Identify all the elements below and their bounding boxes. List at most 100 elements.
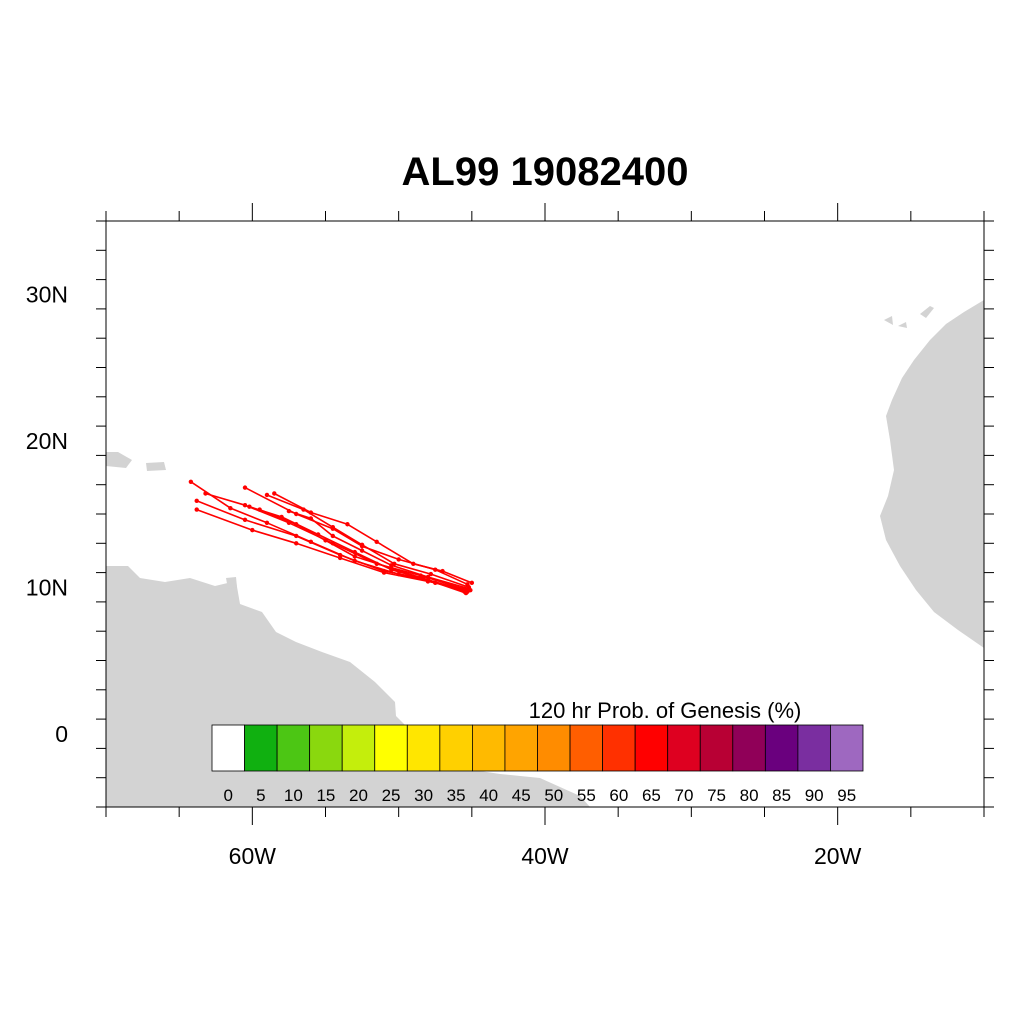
colorbar-label: 45 — [512, 786, 531, 805]
storm-track — [190, 481, 468, 593]
track-layer — [188, 479, 475, 596]
track-point — [272, 491, 277, 496]
colorbar-label: 55 — [577, 786, 596, 805]
colorbar-swatch — [797, 724, 831, 772]
colorbar-swatch — [276, 724, 311, 772]
colorbar-swatch — [764, 724, 799, 772]
colorbar-label: 80 — [740, 786, 759, 805]
track-point — [294, 533, 299, 539]
colorbar-swatch — [537, 724, 571, 772]
track-point — [323, 538, 328, 543]
track-point — [462, 589, 467, 594]
africa-land — [880, 300, 984, 648]
track-point — [257, 507, 262, 512]
colorbar: 120 hr Prob. of Genesis (%) 0 5 10 15 20 25 30… — [211, 698, 864, 805]
colorbar-label: 15 — [316, 786, 335, 805]
track-point — [337, 555, 343, 561]
storm-track — [266, 494, 470, 589]
colorbar-swatch — [309, 724, 343, 772]
track-point — [308, 510, 314, 515]
track-point — [359, 548, 365, 553]
colorbar-swatch — [341, 724, 376, 772]
track-point — [194, 507, 199, 512]
colorbar-label: 75 — [707, 786, 726, 805]
colorbar-label: 85 — [772, 786, 791, 805]
colorbar-label: 95 — [837, 786, 856, 805]
lon-tick-label: 20W — [814, 843, 862, 869]
track-point — [352, 554, 357, 559]
track-point — [389, 563, 394, 568]
track-point — [264, 492, 270, 498]
colorbar-label: 35 — [447, 786, 466, 805]
colorbar-swatch — [406, 724, 441, 772]
colorbar-label: 90 — [805, 786, 824, 805]
lon-tick-label: 60W — [229, 843, 277, 869]
track-point — [242, 517, 248, 523]
colorbar-swatch — [732, 724, 766, 772]
track-point — [345, 522, 350, 527]
colorbar-swatch — [211, 724, 245, 772]
axis-ticks: 60W 40W 20W 0 10N 20N 30N — [26, 203, 994, 869]
colorbar-swatch — [471, 724, 506, 772]
map-title: AL99 19082400 — [401, 150, 689, 194]
trinidad-land — [226, 577, 237, 589]
colorbar-label: 40 — [479, 786, 498, 805]
track-point — [286, 508, 292, 514]
colorbar-swatch — [439, 724, 473, 772]
colorbar-label: 0 — [224, 786, 233, 805]
track-point — [359, 544, 365, 549]
track-point — [425, 574, 431, 580]
colorbar-label: 65 — [642, 786, 661, 805]
colorbar-label: 25 — [382, 786, 401, 805]
lon-tick-label: 40W — [521, 843, 569, 869]
island-1 — [884, 316, 893, 325]
track-point — [396, 557, 401, 562]
track-point — [469, 580, 475, 586]
colorbar-swatch — [602, 724, 636, 772]
track-point — [308, 516, 314, 521]
lat-tick-label: 30N — [26, 281, 68, 307]
track-point — [194, 498, 199, 504]
track-point — [250, 527, 255, 533]
colorbar-swatch — [830, 724, 864, 772]
track-point — [381, 570, 387, 575]
colorbar-swatch — [569, 724, 603, 772]
colorbar-label: 70 — [675, 786, 694, 805]
colorbar-label: 5 — [256, 786, 265, 805]
track-point — [294, 541, 299, 546]
hispaniola-land — [106, 452, 132, 468]
colorbar-swatch — [244, 724, 278, 772]
colorbar-swatch — [504, 724, 538, 772]
colorbar-label: 20 — [349, 786, 368, 805]
colorbar-label: 30 — [414, 786, 433, 805]
track-point — [264, 520, 270, 525]
track-point — [466, 586, 472, 591]
colorbar-label: 50 — [544, 786, 563, 805]
track-point — [428, 571, 434, 577]
track-point — [433, 567, 438, 572]
track-point — [228, 505, 233, 511]
track-point — [203, 491, 208, 496]
track-point — [188, 479, 194, 484]
lat-tick-label: 20N — [26, 428, 68, 454]
storm-track — [205, 492, 464, 590]
colorbar-label: 10 — [284, 786, 303, 805]
track-point — [465, 582, 470, 587]
track-point — [374, 539, 379, 545]
lat-tick-label: 0 — [55, 721, 68, 747]
lat-tick-label: 10N — [26, 574, 68, 600]
puerto-rico-land — [146, 462, 166, 471]
track-point — [294, 522, 299, 527]
colorbar-swatch — [667, 724, 701, 772]
track-point — [242, 485, 248, 490]
track-point — [242, 503, 248, 508]
colorbar-title: 120 hr Prob. of Genesis (%) — [529, 698, 802, 723]
island-3 — [920, 306, 934, 318]
track-point — [330, 533, 336, 539]
track-point — [330, 526, 336, 531]
colorbar-swatch — [699, 724, 734, 772]
colorbar-swatch — [634, 724, 669, 772]
colorbar-swatch — [374, 724, 408, 772]
island-2 — [898, 322, 907, 328]
